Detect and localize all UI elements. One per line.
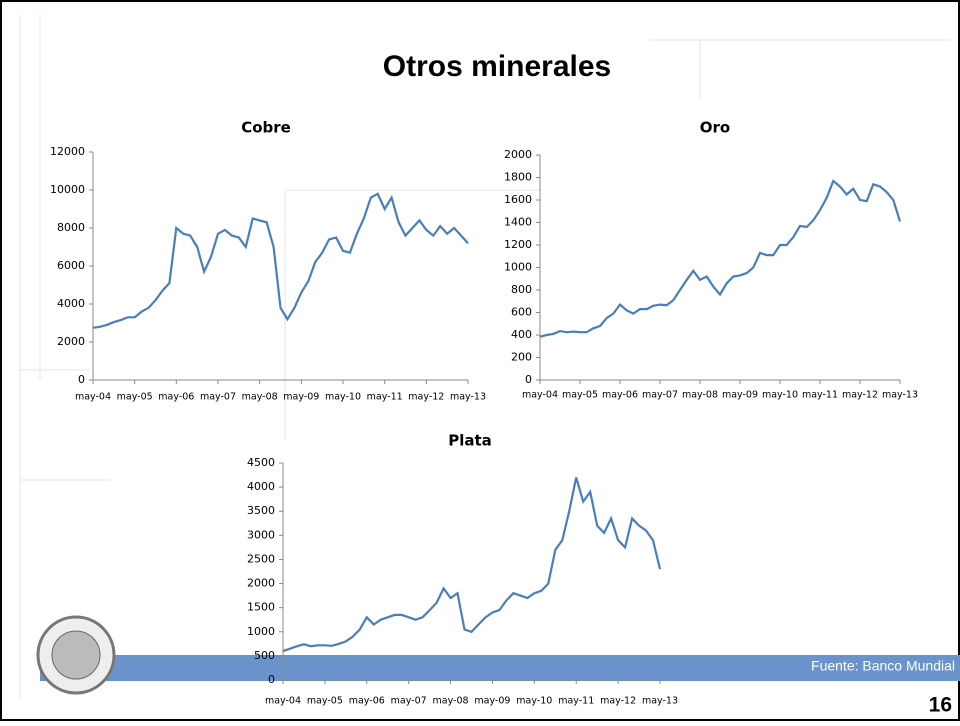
y-tick-label: 3000 — [247, 528, 275, 541]
x-tick-label: may-12 — [842, 390, 878, 401]
page-number: 16 — [929, 694, 952, 717]
x-tick-label: may-06 — [349, 696, 385, 707]
y-tick-label: 1000 — [504, 261, 532, 274]
x-tick-label: may-11 — [367, 392, 403, 403]
line — [92, 192, 469, 329]
y-tick-label: 8000 — [57, 221, 85, 234]
y-tick-label: 2500 — [247, 552, 275, 565]
x-tick-label: may-09 — [474, 696, 510, 707]
x-tick-label: may-10 — [325, 392, 361, 403]
y-tick-label: 800 — [511, 283, 532, 296]
chart-title: Oro — [700, 119, 730, 137]
y-tick-label: 4000 — [57, 297, 85, 310]
x-tick-label: may-10 — [762, 390, 798, 401]
line — [539, 179, 902, 338]
y-tick-label: 1800 — [504, 171, 532, 184]
x-tick-label: may-12 — [600, 696, 636, 707]
y-tick-label: 1400 — [504, 216, 532, 229]
seal-inner — [51, 630, 101, 680]
x-tick-label: may-05 — [117, 392, 153, 403]
banner — [40, 655, 960, 681]
y-tick-label: 1600 — [504, 193, 532, 206]
y-tick-label: 1000 — [247, 625, 275, 638]
x-tick-label: may-09 — [283, 392, 319, 403]
x-tick-label: may-06 — [602, 390, 638, 401]
x-tick-label: may-06 — [158, 392, 194, 403]
y-tick-label: 0 — [78, 373, 85, 386]
x-tick-label: may-08 — [433, 696, 469, 707]
x-tick-label: may-04 — [522, 390, 558, 401]
y-tick-label: 6000 — [57, 259, 85, 272]
x-tick-label: may-05 — [562, 390, 598, 401]
x-tick-label: may-11 — [558, 696, 594, 707]
y-tick-label: 400 — [511, 328, 532, 341]
x-tick-label: may-07 — [200, 392, 236, 403]
x-tick-label: may-13 — [882, 390, 918, 401]
x-tick-label: may-10 — [516, 696, 552, 707]
y-tick-label: 2000 — [247, 577, 275, 590]
source: Fuente: Banco Mundial — [811, 658, 955, 674]
x-tick-label: may-13 — [450, 392, 486, 403]
x-tick-label: may-12 — [408, 392, 444, 403]
x-tick-label: may-13 — [642, 696, 678, 707]
y-tick-label: 2000 — [57, 335, 85, 348]
banner-texture — [40, 655, 960, 681]
x-tick-label: may-08 — [242, 392, 278, 403]
y-tick-label: 0 — [525, 373, 532, 386]
x-tick-label: may-08 — [682, 390, 718, 401]
chart-title: Cobre — [241, 119, 291, 137]
x-tick-label: may-07 — [642, 390, 678, 401]
line — [282, 477, 662, 653]
y-tick-label: 4500 — [247, 456, 275, 469]
y-tick-label: 4000 — [247, 480, 275, 493]
x-tick-label: may-04 — [265, 696, 301, 707]
chart-title: Plata — [448, 432, 492, 450]
y-tick-label: 10000 — [50, 183, 85, 196]
y-tick-label: 2000 — [504, 148, 532, 161]
y-tick-label: 500 — [254, 649, 275, 662]
x-tick-label: may-05 — [307, 696, 343, 707]
x-tick-label: may-09 — [722, 390, 758, 401]
y-tick-label: 1200 — [504, 238, 532, 251]
x-tick-label: may-07 — [391, 696, 427, 707]
y-tick-label: 600 — [511, 306, 532, 319]
x-tick-label: may-11 — [802, 390, 838, 401]
y-tick-label: 0 — [268, 673, 275, 686]
y-tick-label: 200 — [511, 351, 532, 364]
x-tick-label: may-04 — [75, 392, 111, 403]
y-tick-label: 12000 — [50, 145, 85, 158]
y-tick-label: 1500 — [247, 601, 275, 614]
y-tick-label: 3500 — [247, 504, 275, 517]
slide-title: Otros minerales — [383, 50, 611, 83]
